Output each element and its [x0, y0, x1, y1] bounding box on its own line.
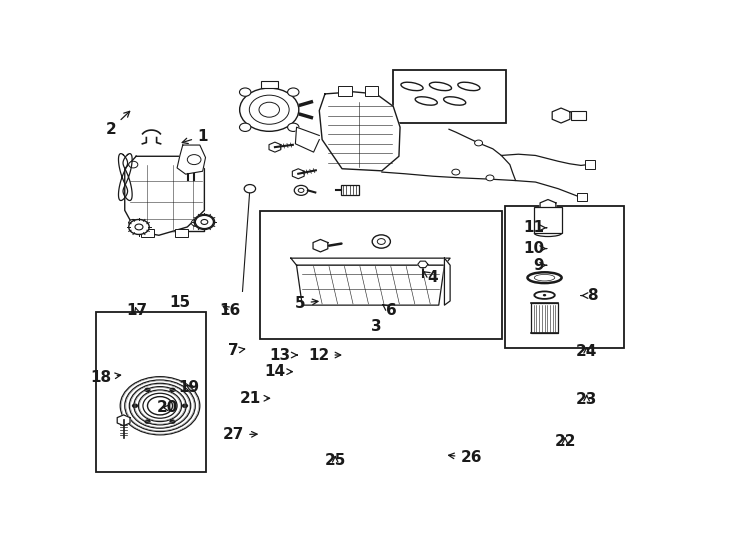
Circle shape [195, 215, 214, 228]
Bar [505, 206, 624, 348]
Circle shape [135, 224, 143, 230]
Circle shape [145, 420, 150, 424]
Bar [585, 160, 595, 168]
Text: 24: 24 [576, 344, 597, 359]
Polygon shape [292, 168, 304, 179]
Circle shape [187, 154, 201, 165]
Circle shape [128, 219, 138, 226]
Polygon shape [177, 145, 206, 174]
Circle shape [201, 219, 208, 225]
Polygon shape [125, 156, 204, 235]
Circle shape [132, 403, 138, 408]
Text: 11: 11 [523, 220, 547, 235]
Polygon shape [269, 142, 281, 152]
Circle shape [294, 185, 308, 195]
Text: 27: 27 [223, 427, 257, 442]
Circle shape [288, 123, 299, 131]
Text: 8: 8 [581, 288, 597, 303]
Bar [338, 85, 352, 96]
Circle shape [543, 294, 546, 296]
Text: 18: 18 [90, 370, 120, 385]
Circle shape [452, 169, 459, 175]
Text: 15: 15 [170, 295, 191, 310]
Bar [365, 85, 379, 96]
Bar [531, 303, 558, 333]
Polygon shape [418, 261, 428, 268]
Bar [175, 229, 189, 238]
Text: 25: 25 [324, 453, 346, 468]
Text: 6: 6 [382, 303, 396, 319]
Bar [393, 70, 506, 123]
Text: 26: 26 [448, 450, 482, 465]
Bar [96, 312, 206, 472]
Circle shape [298, 188, 304, 192]
Text: 1: 1 [182, 129, 208, 144]
Polygon shape [313, 239, 328, 252]
Text: 2: 2 [106, 111, 130, 137]
Polygon shape [540, 199, 556, 213]
Polygon shape [291, 258, 450, 265]
Text: 10: 10 [523, 241, 547, 256]
Circle shape [239, 123, 251, 131]
Circle shape [192, 219, 200, 226]
Circle shape [128, 161, 138, 168]
Text: 23: 23 [576, 392, 597, 407]
Text: 17: 17 [126, 303, 147, 319]
Bar [261, 80, 277, 88]
Circle shape [194, 214, 214, 230]
Bar [141, 229, 154, 238]
Text: 7: 7 [228, 343, 244, 359]
Text: 16: 16 [219, 303, 241, 319]
Text: 9: 9 [534, 258, 547, 273]
Polygon shape [297, 265, 445, 305]
Text: 5: 5 [295, 295, 318, 310]
Text: 12: 12 [308, 348, 341, 362]
Text: 22: 22 [554, 434, 575, 449]
Circle shape [170, 388, 175, 392]
Circle shape [145, 388, 150, 392]
Text: 14: 14 [264, 364, 292, 379]
Circle shape [244, 185, 255, 193]
Bar [341, 185, 358, 194]
Polygon shape [445, 258, 450, 305]
Text: 19: 19 [178, 380, 200, 395]
Circle shape [377, 239, 385, 245]
Text: 20: 20 [157, 400, 178, 415]
Circle shape [486, 175, 494, 181]
Circle shape [239, 88, 299, 131]
Polygon shape [295, 127, 319, 152]
Bar [577, 193, 587, 201]
Circle shape [475, 140, 482, 146]
Circle shape [372, 235, 390, 248]
Bar [260, 211, 503, 339]
Polygon shape [117, 415, 130, 426]
Circle shape [148, 396, 172, 415]
Circle shape [192, 161, 200, 168]
Text: 3: 3 [371, 319, 382, 334]
Bar [571, 111, 586, 120]
Bar [534, 207, 562, 233]
Circle shape [200, 219, 208, 225]
Text: 21: 21 [240, 391, 269, 406]
Polygon shape [319, 92, 400, 171]
Circle shape [288, 88, 299, 96]
Circle shape [182, 403, 188, 408]
Text: 4: 4 [424, 270, 438, 285]
Circle shape [128, 219, 149, 234]
Polygon shape [552, 108, 570, 123]
Circle shape [239, 88, 251, 96]
Circle shape [170, 420, 175, 424]
Text: 13: 13 [269, 348, 297, 362]
